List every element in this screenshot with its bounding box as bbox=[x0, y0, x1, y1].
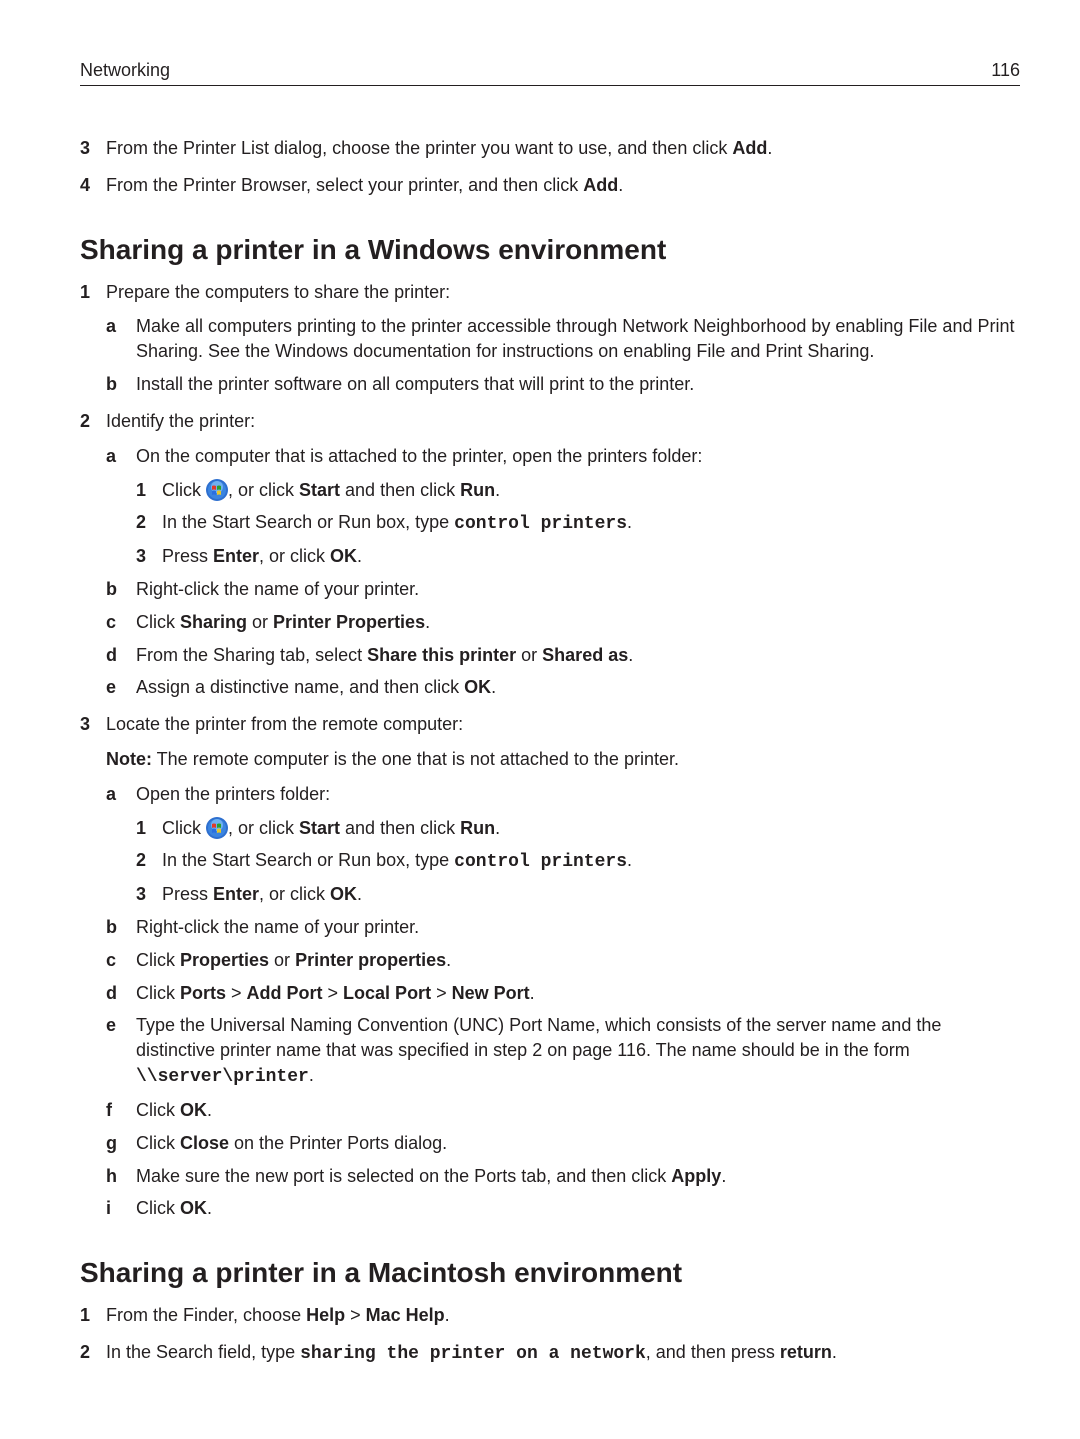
step-number: 1 bbox=[80, 280, 90, 305]
list-item: a Open the printers folder: 1 Click , or… bbox=[106, 782, 1020, 907]
list-item: dFrom the Sharing tab, select Share this… bbox=[106, 643, 1020, 668]
list-item: bRight-click the name of your printer. bbox=[106, 915, 1020, 940]
list-item: 1 Click , or click Start and then click … bbox=[136, 477, 1020, 503]
heading-mac: Sharing a printer in a Macintosh environ… bbox=[80, 1257, 1020, 1289]
step-text: Identify the printer: bbox=[106, 411, 255, 431]
inner-list: 1 Click , or click Start and then click … bbox=[136, 815, 1020, 907]
list-item: eType the Universal Naming Convention (U… bbox=[106, 1013, 1020, 1089]
step-text: From the Printer Browser, select your pr… bbox=[106, 175, 583, 195]
list-item: 3 Press Enter, or click OK. bbox=[136, 543, 1020, 569]
windows-start-icon bbox=[206, 479, 228, 501]
list-item: 2 In the Search field, type sharing the … bbox=[80, 1340, 1020, 1367]
list-item: eAssign a distinctive name, and then cli… bbox=[106, 675, 1020, 700]
code-text: control printers bbox=[454, 514, 627, 534]
page-number: 116 bbox=[991, 60, 1020, 81]
sublist: a Open the printers folder: 1 Click , or… bbox=[106, 782, 1020, 1221]
list-item: iClick OK. bbox=[106, 1196, 1020, 1221]
list-item: cClick Properties or Printer properties. bbox=[106, 948, 1020, 973]
list-item: 1 From the Finder, choose Help > Mac Hel… bbox=[80, 1303, 1020, 1328]
list-item: 2 Identify the printer: a On the compute… bbox=[80, 409, 1020, 700]
heading-windows: Sharing a printer in a Windows environme… bbox=[80, 234, 1020, 266]
windows-steps: 1 Prepare the computers to share the pri… bbox=[80, 280, 1020, 1222]
sub-marker: a bbox=[106, 314, 116, 339]
step-number: 2 bbox=[80, 409, 90, 434]
inner-number: 3 bbox=[136, 543, 146, 569]
list-item: 2 In the Start Search or Run box, type c… bbox=[136, 509, 1020, 537]
step-number: 4 bbox=[80, 173, 90, 198]
list-item: b Install the printer software on all co… bbox=[106, 372, 1020, 397]
note: Note: The remote computer is the one tha… bbox=[106, 747, 1020, 772]
list-item: bRight-click the name of your printer. bbox=[106, 577, 1020, 602]
step-text: From the Printer List dialog, choose the… bbox=[106, 138, 732, 158]
sub-marker: b bbox=[106, 372, 117, 397]
step-text: Prepare the computers to share the print… bbox=[106, 282, 450, 302]
inner-number: 2 bbox=[136, 509, 146, 535]
mac-steps: 1 From the Finder, choose Help > Mac Hel… bbox=[80, 1303, 1020, 1367]
code-text: sharing the printer on a network bbox=[300, 1344, 646, 1364]
page-header: Networking 116 bbox=[80, 60, 1020, 86]
list-item: 2 In the Start Search or Run box, type c… bbox=[136, 847, 1020, 875]
code-text: control printers bbox=[454, 852, 627, 872]
list-item: gClick Close on the Printer Ports dialog… bbox=[106, 1131, 1020, 1156]
list-item: 1 Click , or click Start and then click … bbox=[136, 815, 1020, 841]
step-text: Locate the printer from the remote compu… bbox=[106, 714, 463, 734]
inner-number: 1 bbox=[136, 477, 146, 503]
sub-text: Install the printer software on all comp… bbox=[136, 374, 694, 394]
list-item: hMake sure the new port is selected on t… bbox=[106, 1164, 1020, 1189]
header-title: Networking bbox=[80, 60, 170, 81]
windows-start-icon bbox=[206, 817, 228, 839]
list-item: 3 Locate the printer from the remote com… bbox=[80, 712, 1020, 1221]
top-step-list: 3 From the Printer List dialog, choose t… bbox=[80, 136, 1020, 198]
list-item: dClick Ports > Add Port > Local Port > N… bbox=[106, 981, 1020, 1006]
step-number: 3 bbox=[80, 136, 90, 161]
code-text: \\server\printer bbox=[136, 1067, 309, 1087]
sub-text: On the computer that is attached to the … bbox=[136, 446, 702, 466]
list-item: fClick OK. bbox=[106, 1098, 1020, 1123]
list-item: 3 From the Printer List dialog, choose t… bbox=[80, 136, 1020, 161]
list-item: a Make all computers printing to the pri… bbox=[106, 314, 1020, 364]
inner-list: 1 Click , or click Start and then click … bbox=[136, 477, 1020, 569]
sub-text: Make all computers printing to the print… bbox=[136, 316, 1014, 361]
list-item: 1 Prepare the computers to share the pri… bbox=[80, 280, 1020, 397]
bold-term: Add bbox=[732, 138, 767, 158]
list-item: 3 Press Enter, or click OK. bbox=[136, 881, 1020, 907]
sub-marker: a bbox=[106, 444, 116, 469]
list-item: 4 From the Printer Browser, select your … bbox=[80, 173, 1020, 198]
bold-term: Add bbox=[583, 175, 618, 195]
list-item: cClick Sharing or Printer Properties. bbox=[106, 610, 1020, 635]
sublist: a On the computer that is attached to th… bbox=[106, 444, 1020, 700]
list-item: a On the computer that is attached to th… bbox=[106, 444, 1020, 569]
sublist: a Make all computers printing to the pri… bbox=[106, 314, 1020, 396]
step-number: 3 bbox=[80, 712, 90, 737]
